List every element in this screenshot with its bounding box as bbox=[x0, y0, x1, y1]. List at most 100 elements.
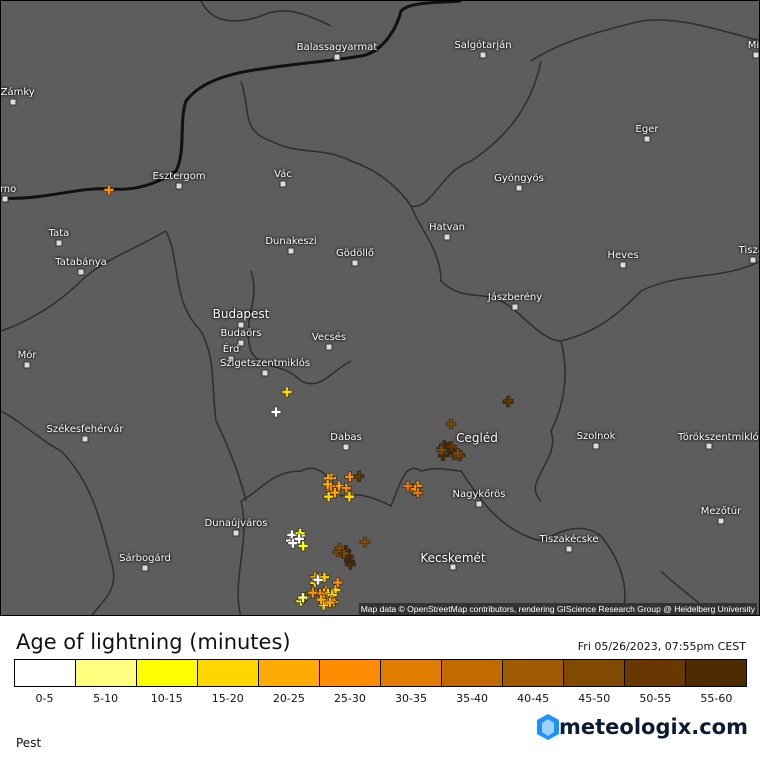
city-label: Cegléd bbox=[456, 431, 498, 445]
map-borders bbox=[1, 1, 759, 615]
city-label: árno bbox=[0, 184, 17, 195]
lightning-strike bbox=[345, 559, 356, 570]
legend-swatch bbox=[625, 660, 686, 686]
city-marker bbox=[351, 259, 359, 267]
city-marker bbox=[515, 184, 523, 192]
color-legend bbox=[14, 659, 747, 687]
lightning-strike bbox=[322, 478, 333, 490]
city-marker bbox=[643, 135, 651, 143]
legend-labels: 0-5 5-10 10-15 15-20 20-25 25-30 30-35 35-40 40-… bbox=[14, 692, 747, 705]
city-label: Dunaújváros bbox=[204, 518, 268, 529]
city-label: é Zámky bbox=[0, 87, 35, 98]
city-marker bbox=[619, 261, 627, 269]
legend-swatch bbox=[259, 660, 320, 686]
city-label: Gyöngyös bbox=[494, 173, 544, 184]
city-marker bbox=[141, 564, 149, 572]
city-marker bbox=[237, 321, 245, 329]
legend-swatch bbox=[76, 660, 137, 686]
city-label: Budaörs bbox=[220, 328, 262, 339]
lightning-strike bbox=[332, 577, 343, 588]
lightning-strike bbox=[287, 537, 299, 549]
lightning-strike bbox=[503, 395, 514, 407]
lightning-strike bbox=[344, 491, 355, 503]
city-label: Salgótarján bbox=[454, 40, 512, 51]
legend-label: 10-15 bbox=[150, 692, 183, 705]
city-marker bbox=[77, 268, 85, 276]
city-marker bbox=[342, 443, 350, 451]
city-marker bbox=[9, 98, 17, 106]
legend-label: 30-35 bbox=[395, 692, 427, 705]
city-marker bbox=[705, 442, 713, 450]
legend-title: Age of lightning (minutes) bbox=[16, 630, 291, 654]
lightning-strike bbox=[307, 587, 319, 599]
city-marker bbox=[443, 233, 451, 241]
lightning-strike bbox=[323, 491, 334, 503]
city-marker bbox=[592, 442, 600, 450]
city-marker bbox=[175, 182, 183, 190]
lightning-strike bbox=[452, 448, 464, 459]
city-label: Vecsés bbox=[311, 332, 347, 343]
legend-swatch bbox=[442, 660, 503, 686]
city-label: Székesfehérvár bbox=[46, 424, 124, 435]
city-marker bbox=[227, 355, 235, 363]
logo-icon bbox=[537, 714, 560, 740]
city-marker bbox=[81, 435, 89, 443]
city-marker bbox=[261, 369, 269, 377]
city-marker bbox=[749, 256, 757, 264]
legend-swatch bbox=[320, 660, 381, 686]
map-attribution[interactable]: Map data © OpenStreetMap contributors, r… bbox=[358, 603, 757, 615]
city-label: Tiszaf bbox=[738, 245, 759, 256]
legend-label: 45-50 bbox=[578, 692, 611, 705]
city-label: Szolnok bbox=[576, 431, 616, 442]
city-label: Dabas bbox=[330, 432, 362, 443]
city-label: Heves bbox=[607, 250, 639, 261]
meteologix-logo[interactable]: meteologix.com bbox=[537, 714, 748, 740]
lightning-strike bbox=[312, 574, 324, 586]
lightning-strike bbox=[334, 542, 345, 554]
legend-swatch bbox=[564, 660, 625, 686]
legend-swatch bbox=[503, 660, 564, 686]
city-label: Tiszakécske bbox=[539, 534, 599, 545]
city-label: Esztergom bbox=[152, 171, 206, 182]
city-marker bbox=[333, 53, 341, 61]
city-marker bbox=[449, 563, 457, 571]
city-label: Tatabánya bbox=[55, 257, 107, 268]
legend-label: 0-5 bbox=[35, 692, 54, 705]
city-label: Gödöllő bbox=[335, 248, 375, 259]
legend-label: 55-60 bbox=[700, 692, 733, 705]
legend-label: 35-40 bbox=[456, 692, 489, 705]
city-marker bbox=[511, 303, 519, 311]
lightning-strike bbox=[445, 418, 457, 430]
city-label: Sárbogárd bbox=[119, 553, 171, 564]
legend-label: 40-45 bbox=[517, 692, 550, 705]
city-marker bbox=[23, 361, 31, 369]
lightning-strike bbox=[297, 592, 309, 603]
lightning-strike bbox=[315, 594, 327, 605]
lightning-strike bbox=[270, 406, 282, 418]
lightning-strike bbox=[402, 480, 414, 492]
lightning-map[interactable]: Balassagyarmat Salgótarján Mis é Zámky Eger E… bbox=[0, 0, 760, 616]
legend-swatch bbox=[198, 660, 259, 686]
lightning-strike bbox=[324, 597, 336, 608]
city-marker bbox=[232, 529, 240, 537]
city-marker bbox=[1, 195, 9, 203]
city-label: Jászberény bbox=[487, 292, 543, 303]
lightning-strike bbox=[344, 471, 356, 483]
city-label: Hatvan bbox=[429, 222, 465, 233]
city-label: Szigetszentmiklós bbox=[219, 358, 311, 369]
legend-swatch bbox=[686, 660, 746, 686]
legend-label: 50-55 bbox=[639, 692, 672, 705]
city-label: Nagykőrös bbox=[452, 489, 506, 500]
city-label: Eger bbox=[635, 124, 659, 135]
city-label: Mezőtúr bbox=[700, 506, 742, 517]
city-marker bbox=[325, 343, 333, 351]
city-label: Mór bbox=[17, 350, 37, 361]
city-label: Tata bbox=[48, 228, 70, 239]
city-label: Balassagyarmat bbox=[296, 42, 378, 53]
legend-label: 20-25 bbox=[272, 692, 305, 705]
region-label: Pest bbox=[16, 736, 42, 750]
legend-label: 25-30 bbox=[333, 692, 366, 705]
logo-text: meteologix.com bbox=[559, 715, 748, 739]
city-marker bbox=[479, 51, 487, 59]
city-marker bbox=[287, 247, 295, 255]
